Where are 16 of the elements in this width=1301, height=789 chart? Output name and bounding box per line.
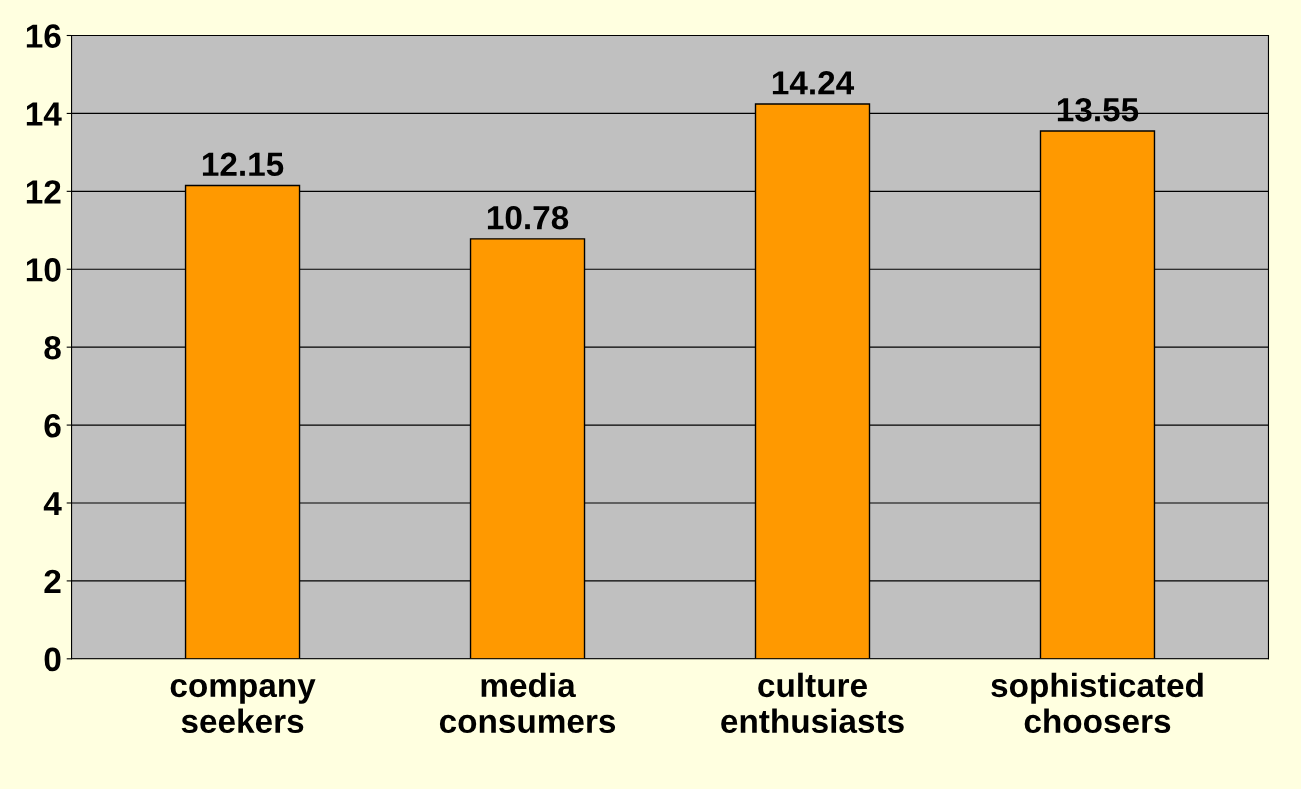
- data-label: 10.78: [487, 205, 569, 230]
- y-tick-label: 2: [44, 569, 61, 593]
- x-tick-label: company seekers: [170, 678, 316, 734]
- y-tick-label: 12: [26, 180, 61, 204]
- data-label: 12.15: [202, 152, 284, 177]
- y-tick-label: 4: [43, 492, 62, 516]
- data-label: 14.24: [772, 71, 855, 95]
- y-tick-label: 0: [44, 647, 61, 672]
- x-tick-label: sophisticated choosers: [991, 672, 1203, 734]
- x-tick-label: media consumers: [439, 672, 616, 734]
- y-tick-label: 16: [26, 24, 61, 48]
- y-tick-label: 8: [44, 335, 61, 360]
- y-tick-label: 14: [26, 102, 62, 126]
- y-tick-label: 6: [44, 413, 61, 438]
- x-tick-label: culture enthusiasts: [721, 672, 904, 734]
- y-tick-label: 10: [26, 258, 61, 282]
